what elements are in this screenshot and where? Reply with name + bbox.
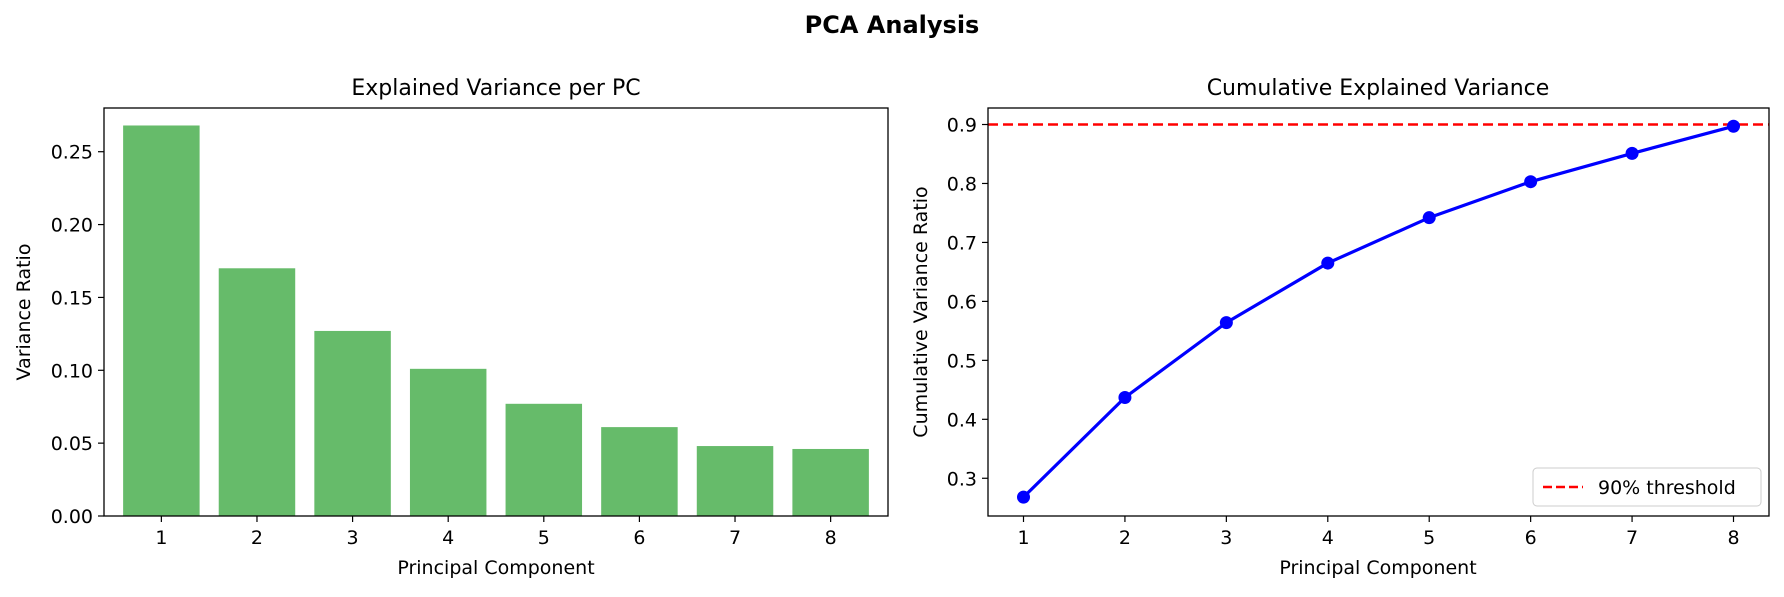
left-bars (123, 125, 869, 516)
left-x-tick-label: 5 (538, 527, 550, 549)
bar-pc-6 (601, 427, 678, 516)
right-x-tick-label: 3 (1220, 527, 1232, 549)
right-x-axis-label: Principal Component (1279, 557, 1476, 579)
bar-pc-1 (123, 125, 200, 516)
legend: 90% threshold (1532, 467, 1762, 507)
cumulative-point-pc-1 (1017, 490, 1030, 504)
left-y-tick-label: 0.05 (51, 433, 93, 455)
right-y-tick-label: 0.4 (947, 409, 977, 431)
left-x-axis-label: Principal Component (397, 557, 594, 579)
left-chart-title: Explained Variance per PC (351, 76, 640, 101)
left-x-tick-label: 4 (442, 527, 454, 549)
right-x-tick-label: 5 (1423, 527, 1435, 549)
right-x-tick-label: 6 (1525, 527, 1537, 549)
right-y-axis-label: Cumulative Variance Ratio (910, 186, 932, 437)
left-y-tick-label: 0.00 (51, 506, 93, 528)
left-x-tick-label: 6 (633, 527, 645, 549)
legend-box (1532, 467, 1762, 507)
cumulative-point-pc-3 (1219, 316, 1233, 330)
left-x-ticks: 1 2 3 4 5 6 7 8 (155, 516, 837, 549)
right-x-ticks: 1 2 3 4 5 6 7 8 (1017, 516, 1740, 549)
cumulative-point-pc-8 (1727, 119, 1740, 133)
bar-pc-4 (409, 368, 487, 516)
bar-pc-8 (792, 448, 869, 516)
left-axes-frame (103, 107, 889, 517)
left-y-tick-label: 0.20 (51, 215, 93, 237)
bar-pc-3 (314, 330, 391, 516)
cumulative-variance-chart: Cumulative Explained Variance 0.30.40.50… (910, 76, 1770, 579)
explained-variance-chart: Explained Variance per PC 0.000.050.100.… (13, 76, 889, 579)
left-x-tick-label: 1 (155, 527, 167, 549)
cumulative-point-pc-2 (1118, 390, 1132, 404)
bar-pc-7 (696, 446, 774, 516)
right-y-ticks: 0.3 0.4 0.5 0.6 0.7 0.8 0.9 (947, 115, 988, 490)
figure-title: PCA Analysis (805, 11, 980, 39)
right-y-tick-label: 0.3 (947, 468, 977, 490)
cumulative-point-pc-6 (1524, 175, 1538, 189)
right-axes-frame (987, 107, 1770, 517)
right-x-tick-label: 1 (1017, 527, 1029, 549)
right-y-tick-label: 0.7 (947, 232, 977, 254)
bar-pc-5 (505, 403, 583, 516)
left-y-tick-label: 0.15 (51, 287, 93, 309)
left-y-tick-label: 0.25 (51, 142, 93, 164)
cumulative-point-pc-5 (1422, 211, 1436, 225)
cumulative-point-pc-4 (1321, 256, 1335, 270)
legend-threshold-label: 90% threshold (1598, 477, 1736, 499)
right-x-tick-label: 7 (1626, 527, 1638, 549)
cumulative-variance-line (1022, 124, 1734, 499)
cumulative-line-group (1017, 119, 1740, 504)
left-x-tick-label: 3 (347, 527, 359, 549)
right-x-tick-label: 8 (1727, 527, 1739, 549)
right-y-tick-label: 0.6 (947, 291, 977, 313)
left-x-tick-label: 2 (251, 527, 263, 549)
cumulative-point-pc-7 (1625, 146, 1639, 160)
right-y-tick-label: 0.8 (947, 173, 977, 195)
left-x-tick-label: 8 (825, 527, 837, 549)
right-y-tick-label: 0.5 (947, 350, 977, 372)
left-y-axis-label: Variance Ratio (13, 244, 35, 381)
right-x-tick-label: 4 (1322, 527, 1334, 549)
right-x-tick-label: 2 (1119, 527, 1131, 549)
left-y-tick-label: 0.10 (51, 360, 93, 382)
right-y-tick-label: 0.9 (947, 115, 977, 137)
right-chart-title: Cumulative Explained Variance (1207, 76, 1550, 101)
left-y-ticks: 0.00 0.05 0.10 0.15 0.20 0.25 (51, 142, 104, 528)
left-x-tick-label: 7 (729, 527, 741, 549)
bar-pc-2 (218, 268, 296, 516)
